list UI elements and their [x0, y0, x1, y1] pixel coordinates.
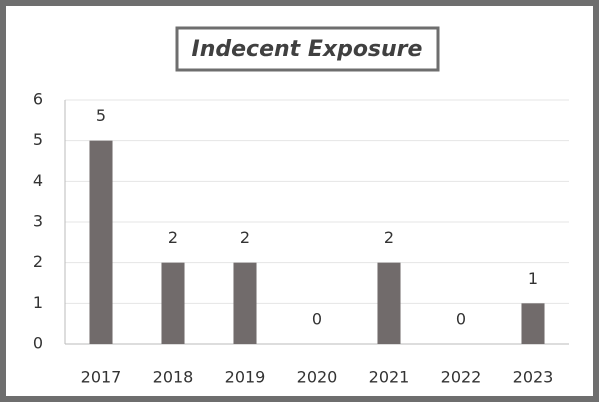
x-tick-label: 2017	[81, 368, 122, 387]
title-box	[175, 26, 440, 72]
x-tick-label: 2018	[153, 368, 194, 387]
y-tick-label: 0	[33, 334, 43, 353]
chart-title: Indecent Exposure	[192, 37, 423, 62]
x-tick-label: 2021	[369, 368, 410, 387]
data-label: 0	[312, 310, 322, 329]
x-tick-label: 2023	[513, 368, 554, 387]
y-tick-label: 2	[33, 252, 43, 271]
bar	[89, 140, 113, 344]
data-label: 5	[96, 106, 106, 125]
y-tick-label: 6	[33, 90, 43, 109]
bar	[377, 262, 401, 344]
data-label: 0	[456, 310, 466, 329]
data-label: 2	[384, 228, 394, 247]
x-tick-label: 2020	[297, 368, 338, 387]
x-tick-label: 2022	[441, 368, 482, 387]
y-tick-label: 5	[33, 130, 43, 149]
bar	[161, 262, 185, 344]
data-label: 2	[168, 228, 178, 247]
data-label: 2	[240, 228, 250, 247]
y-tick-label: 1	[33, 293, 43, 312]
bar	[233, 262, 257, 344]
bar	[521, 303, 545, 344]
data-label: 1	[528, 269, 538, 288]
y-tick-label: 3	[33, 212, 43, 231]
y-tick-label: 4	[33, 171, 43, 190]
x-tick-label: 2019	[225, 368, 266, 387]
